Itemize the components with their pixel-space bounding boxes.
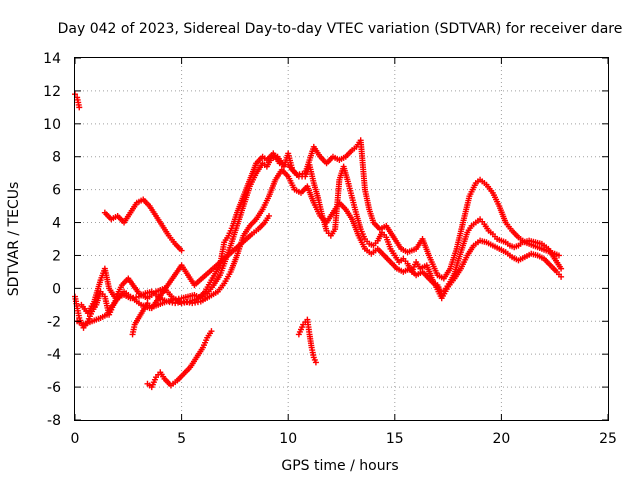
x-tick-label: 5 <box>177 431 186 447</box>
y-tick-label: 6 <box>52 183 61 199</box>
series-start-cluster <box>72 91 83 111</box>
data-point <box>208 328 215 335</box>
series-lower-envelope <box>74 166 565 328</box>
chart-title: Day 042 of 2023, Sidereal Day-to-day VTE… <box>58 21 623 37</box>
data-point <box>178 247 185 254</box>
y-tick-label: 0 <box>52 281 61 297</box>
series-short-segments <box>129 212 273 338</box>
series-small-cluster <box>295 316 319 366</box>
x-axis-label: GPS time / hours <box>281 458 398 474</box>
data-point <box>558 273 565 280</box>
y-tick-label: 4 <box>52 216 61 232</box>
grid <box>75 58 608 420</box>
x-tick-label: 15 <box>386 431 404 447</box>
y-tick-label: 2 <box>52 248 61 264</box>
data-point <box>266 212 273 219</box>
plot-frame <box>74 57 609 421</box>
y-tick-label: 14 <box>43 51 61 67</box>
axis-ticks: 0 5 10 15 20 25 -8 -6 -4 -2 0 2 4 6 8 10 12 14 <box>43 51 617 447</box>
x-tick-label: 25 <box>599 431 617 447</box>
x-tick-label: 20 <box>492 431 510 447</box>
data-point <box>312 359 319 366</box>
y-tick-label: 12 <box>43 84 61 100</box>
data-point <box>558 265 565 272</box>
data-point <box>555 252 562 259</box>
y-tick-label: -4 <box>47 347 61 363</box>
data-point <box>76 104 83 111</box>
y-tick-label: 8 <box>52 150 61 166</box>
x-tick-label: 10 <box>279 431 297 447</box>
y-tick-label: -2 <box>47 314 61 330</box>
series-arc-upper <box>101 196 185 254</box>
series-upper-envelope <box>78 137 562 317</box>
y-axis-label: SDTVAR / TECUs <box>6 182 22 297</box>
y-tick-label: -8 <box>47 413 61 429</box>
series-arc-lower <box>144 328 215 391</box>
y-tick-label: -6 <box>47 380 61 396</box>
data-points <box>72 91 565 391</box>
x-tick-label: 0 <box>71 431 80 447</box>
y-tick-label: 10 <box>43 117 61 133</box>
